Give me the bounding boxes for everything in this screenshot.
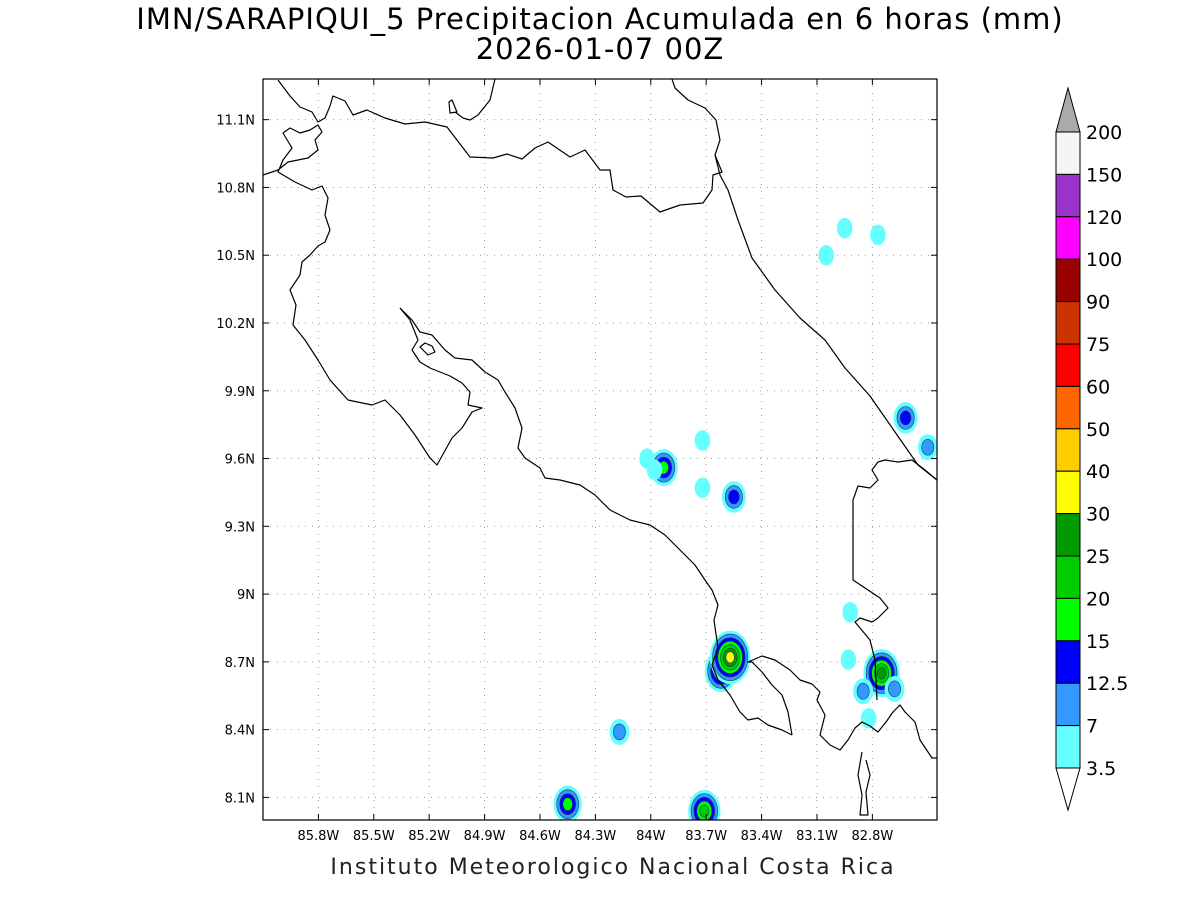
axis-ticks: 85.8W 85.5W 85.2W 84.9W 84.6W 84.3W 84W 83.7W 83… xyxy=(216,79,937,844)
colorbar-swatch xyxy=(1055,301,1081,345)
colorbar-label: 120 xyxy=(1086,207,1122,229)
precip-contour-7 xyxy=(888,680,901,698)
y-tick-label: 10.8N xyxy=(216,181,255,196)
x-tick-label: 85.5W xyxy=(353,829,395,844)
colorbar-label: 50 xyxy=(1086,419,1110,441)
colorbar-swatch xyxy=(1055,682,1081,727)
panama-border xyxy=(852,459,937,701)
colorbar-swatch xyxy=(1055,555,1081,599)
y-tick-label: 8.4N xyxy=(225,724,255,739)
precip-contour-3.5 xyxy=(836,217,853,239)
colorbar-swatch xyxy=(1055,470,1081,515)
precip-contour-12.5 xyxy=(899,410,912,426)
x-tick-label: 85.2W xyxy=(408,829,450,844)
precip-contour-25 xyxy=(876,667,887,680)
x-tick-label: 84.9W xyxy=(464,829,506,844)
colorbar-legend: 3.5 7 12.5 15 20 25 30 40 50 60 75 90 100 120 150 200 xyxy=(1055,86,1128,812)
isla-chira xyxy=(419,342,436,356)
precip-contour-3.5 xyxy=(818,244,834,266)
colorbar-swatch xyxy=(1055,513,1081,557)
colorbar-high-triangle xyxy=(1055,86,1081,133)
precip-contour-30 xyxy=(725,651,735,664)
burica-peninsula xyxy=(857,751,871,816)
colorbar-swatch xyxy=(1055,597,1081,642)
colorbar-low-triangle xyxy=(1055,767,1081,812)
colorbar-swatch xyxy=(1055,428,1081,472)
colorbar-label: 3.5 xyxy=(1086,758,1116,780)
colorbar-swatch xyxy=(1055,258,1081,303)
precip-contour-7 xyxy=(921,438,935,456)
y-tick-label: 9.3N xyxy=(225,520,255,535)
osa-peninsula xyxy=(747,655,937,759)
colorbar-swatch xyxy=(1055,173,1081,218)
colorbar-swatch xyxy=(1055,725,1081,769)
lake-island xyxy=(448,99,458,114)
colorbar-swatch xyxy=(1055,343,1081,387)
y-tick-label: 10.2N xyxy=(216,317,255,332)
nicaragua-lake-shore xyxy=(277,79,723,213)
x-tick-label: 83.4W xyxy=(741,829,783,844)
x-tick-label: 84.3W xyxy=(574,829,616,844)
y-tick-label: 11.1N xyxy=(216,114,255,129)
footer-credit: Instituto Meteorologico Nacional Costa R… xyxy=(330,855,896,880)
colorbar-label: 200 xyxy=(1086,122,1122,144)
pacific-coast-guanacaste xyxy=(263,124,483,466)
colorbar-label: 60 xyxy=(1086,376,1110,398)
map-frame-bg xyxy=(263,79,937,820)
x-tick-label: 84.6W xyxy=(519,829,561,844)
x-tick-label: 85.8W xyxy=(297,829,339,844)
precip-contour-3.5 xyxy=(842,601,859,623)
x-tick-label: 83.1W xyxy=(796,829,838,844)
precip-contour-3.5 xyxy=(840,649,857,670)
precip-contour-15 xyxy=(562,797,573,811)
y-tick-label: 9.6N xyxy=(225,453,255,468)
x-tick-label: 83.7W xyxy=(685,829,727,844)
y-tick-label: 8.7N xyxy=(225,656,255,671)
colorbar-swatch xyxy=(1055,216,1081,260)
precip-contour-3.5 xyxy=(694,477,711,499)
y-tick-label: 9N xyxy=(237,588,255,603)
coastlines xyxy=(263,79,937,816)
precip-contour-12.5 xyxy=(728,489,740,505)
colorbar-swatch xyxy=(1055,640,1081,684)
precip-contour-3.5 xyxy=(646,459,663,481)
colorbar-label: 150 xyxy=(1086,164,1122,186)
caribbean-coast xyxy=(714,154,937,481)
map-grid xyxy=(263,79,937,820)
colorbar-label: 7 xyxy=(1086,716,1098,738)
map-border xyxy=(262,78,938,821)
colorbar-swatch xyxy=(1055,385,1081,430)
precip-contour-7 xyxy=(613,723,626,741)
precip-contour-20 xyxy=(699,804,710,818)
x-tick-label: 84W xyxy=(636,829,666,844)
colorbar-label: 90 xyxy=(1086,292,1110,314)
y-tick-label: 9.9N xyxy=(225,385,255,400)
colorbar-label: 100 xyxy=(1086,249,1122,271)
colorbar-label: 30 xyxy=(1086,504,1110,526)
precip-contour-7 xyxy=(856,682,870,700)
gulf-nicoya-coast xyxy=(399,307,793,736)
precip-contour-3.5 xyxy=(694,430,711,451)
precip-contour-3.5 xyxy=(870,224,886,246)
chart-title: IMN/SARAPIQUI_5 Precipitacion Acumulada … xyxy=(136,2,1064,36)
colorbar-label: 15 xyxy=(1086,631,1110,653)
chart-subtitle-datetime: 2026-01-07 00Z xyxy=(475,32,725,66)
y-tick-label: 10.5N xyxy=(216,249,255,264)
x-tick-label: 82.8W xyxy=(851,829,893,844)
y-tick-label: 8.1N xyxy=(225,791,255,806)
caribbean-coast xyxy=(454,79,496,121)
colorbar-label: 40 xyxy=(1086,461,1110,483)
colorbar-label: 20 xyxy=(1086,588,1110,610)
colorbar-label: 25 xyxy=(1086,546,1110,568)
colorbar-label: 75 xyxy=(1086,334,1110,356)
colorbar-label: 12.5 xyxy=(1086,673,1128,695)
colorbar-swatch xyxy=(1055,131,1081,175)
